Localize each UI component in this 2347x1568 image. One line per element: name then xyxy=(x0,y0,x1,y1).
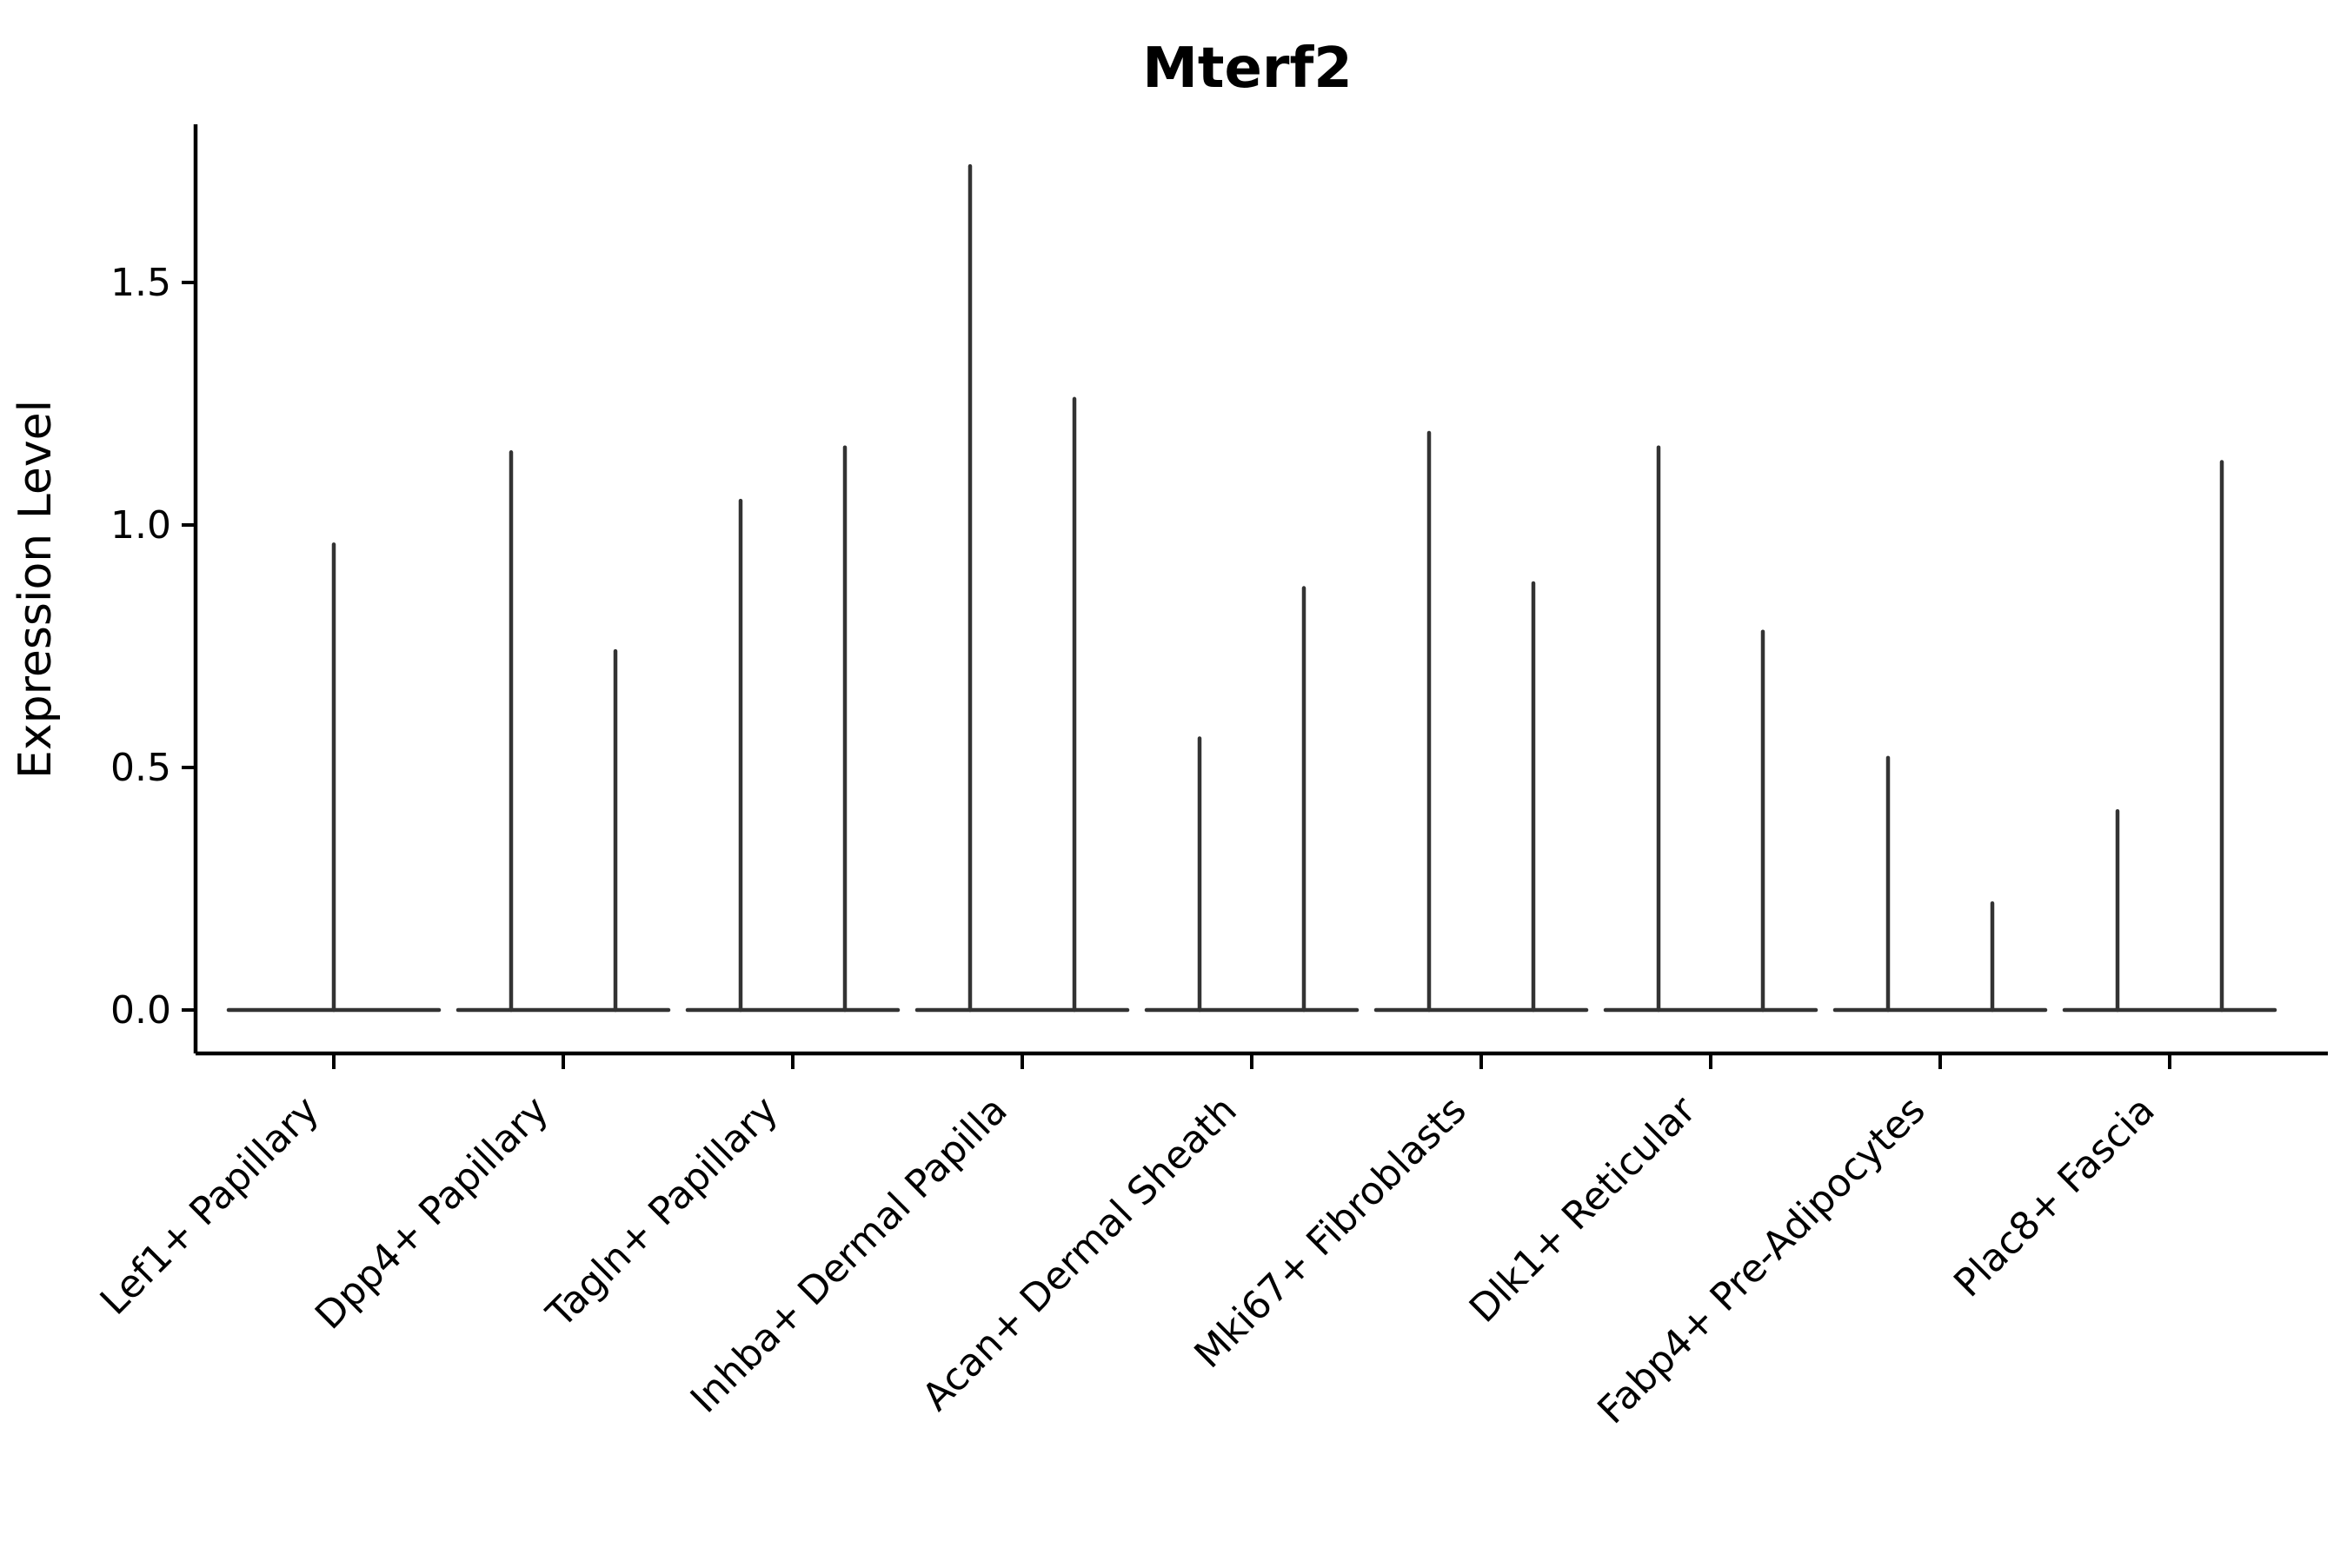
x-axis-category-label: Tagln+ Papillary xyxy=(538,1088,787,1337)
x-axis-category-label: Plac8+ Fascia xyxy=(1945,1088,2164,1306)
y-tick-label: 0.0 xyxy=(110,988,171,1033)
y-axis-label: Expression Level xyxy=(10,400,62,779)
y-tick-label: 1.0 xyxy=(110,503,171,548)
chart-title: Mterf2 xyxy=(1142,37,1353,101)
y-tick-label: 1.5 xyxy=(110,261,171,305)
axes-layer: 0.0 0.5 1.0 1.5 xyxy=(110,124,2328,1069)
x-axis-category-label: Lef1+ Papillary xyxy=(92,1088,328,1324)
x-axis-category-label: Dpp4+ Papillary xyxy=(307,1088,557,1339)
x-axis-category-label: Dlk1+ Reticular xyxy=(1461,1087,1705,1332)
y-tick-label: 0.5 xyxy=(110,746,171,790)
violins-layer xyxy=(226,163,2277,1013)
